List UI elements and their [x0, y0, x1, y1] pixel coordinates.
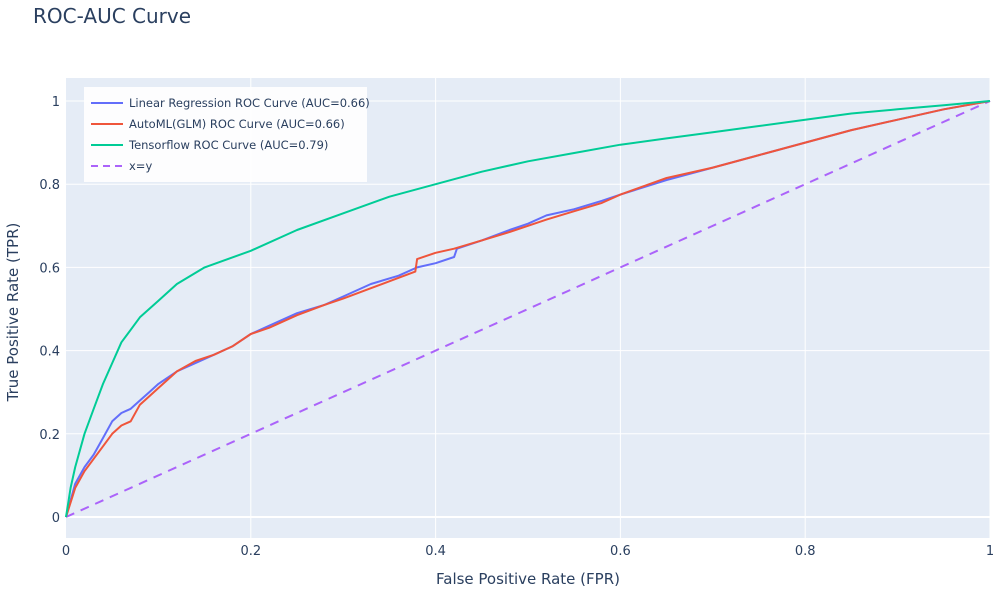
series-line	[65, 100, 991, 518]
y-axis-ticks: 0 0.2 0.4 0.6 0.8 1	[39, 95, 60, 526]
y-tick-label: 0.4	[39, 345, 60, 360]
legend-label: Linear Regression ROC Curve (AUC=0.66)	[129, 96, 370, 110]
legend-item[interactable]: Tensorflow ROC Curve (AUC=0.79)	[91, 138, 328, 152]
series-line	[65, 100, 991, 518]
legend-label: x=y	[129, 159, 152, 173]
y-tick-label: 0.6	[39, 261, 60, 276]
legend-item[interactable]: Linear Regression ROC Curve (AUC=0.66)	[91, 96, 370, 110]
x-axis-title: False Positive Rate (FPR)	[436, 570, 620, 588]
x-tick-label: 0.8	[795, 544, 816, 559]
chart-title: ROC-AUC Curve	[33, 4, 191, 28]
series-line	[65, 100, 991, 518]
legend-item[interactable]: AutoML(GLM) ROC Curve (AUC=0.66)	[91, 117, 345, 131]
x-tick-label: 0	[62, 544, 70, 559]
x-tick-label: 0.2	[240, 544, 261, 559]
x-tick-label: 0.6	[610, 544, 631, 559]
y-tick-label: 1	[52, 95, 60, 110]
y-tick-label: 0.2	[39, 428, 60, 443]
y-tick-label: 0	[52, 511, 60, 526]
gridlines	[66, 78, 991, 538]
legend-label: AutoML(GLM) ROC Curve (AUC=0.66)	[129, 117, 345, 131]
x-tick-label: 0.4	[425, 544, 446, 559]
y-axis-title: True Positive Rate (TPR)	[4, 223, 22, 403]
y-tick-label: 0.8	[39, 178, 60, 193]
legend-label: Tensorflow ROC Curve (AUC=0.79)	[128, 138, 328, 152]
x-tick-label: 1	[986, 544, 994, 559]
series-line	[65, 100, 991, 518]
series-lines	[65, 100, 991, 518]
x-axis-ticks: 0 0.2 0.4 0.6 0.8 1	[62, 544, 994, 559]
legend[interactable]: Linear Regression ROC Curve (AUC=0.66) Au…	[84, 87, 370, 182]
legend-box	[84, 87, 367, 182]
legend-item[interactable]: x=y	[91, 159, 152, 173]
